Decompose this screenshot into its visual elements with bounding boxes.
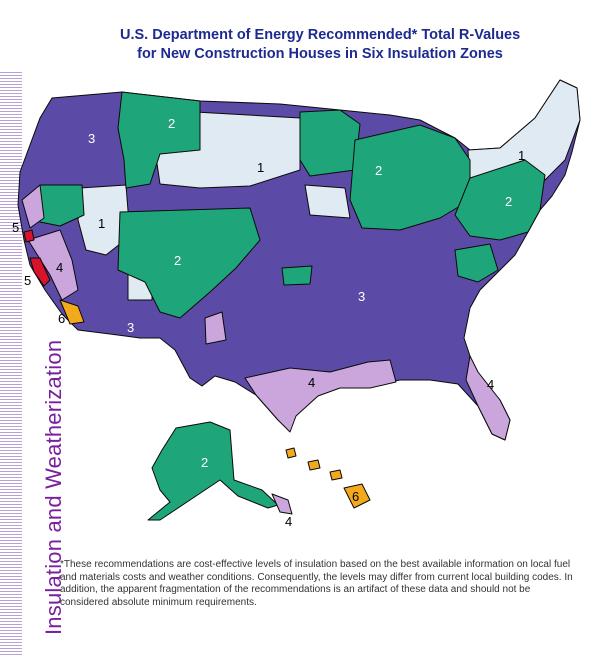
- zone-label: 2: [201, 455, 208, 470]
- hawaii: [285, 447, 371, 509]
- map-title-line-1: U.S. Department of Energy Recommended* T…: [120, 27, 521, 43]
- zone-6-san-diego-coast: [59, 299, 85, 325]
- zone-4-california-central: [27, 229, 79, 301]
- zone-4-arizona-patch: [204, 311, 227, 345]
- zone-label: 5: [12, 220, 19, 235]
- hawaii-oahu: [307, 459, 321, 471]
- zone-2-great-lakes: [349, 124, 471, 231]
- zone-4-gulf-coast: [244, 359, 397, 433]
- map-title-line-2: for New Construction Houses in Six Insul…: [137, 46, 503, 62]
- zone-1-nebraska-patch: [304, 184, 351, 219]
- zone-label: 1: [98, 216, 105, 231]
- zone-2-montana-idaho: [117, 91, 201, 189]
- zone-label: 5: [24, 273, 31, 288]
- zone-label: 2: [375, 163, 382, 178]
- zone-5-california-coast: [29, 257, 51, 287]
- zone-4-florida: [465, 355, 511, 441]
- zone-label: 4: [308, 375, 315, 390]
- zone-label: 2: [168, 116, 175, 131]
- zone-label: 2: [505, 194, 512, 209]
- zone-label: 4: [285, 514, 292, 529]
- zone-label: 1: [518, 148, 525, 163]
- zone-5-california-north-coast: [23, 229, 35, 243]
- decorative-stripe-band: [0, 72, 22, 657]
- map-title: U.S. Department of Energy Recommended* T…: [120, 26, 520, 64]
- zone-label: 3: [127, 320, 134, 335]
- hawaii-kauai: [285, 447, 297, 459]
- zone-label: 3: [88, 131, 95, 146]
- zone-label: 3: [358, 289, 365, 304]
- zone-label: 6: [58, 311, 65, 326]
- hawaii-big-island: [343, 483, 371, 509]
- mainland-us: [17, 79, 581, 441]
- zone-label: 6: [352, 489, 359, 504]
- zone-2-appalachian: [454, 243, 499, 283]
- zone-4-california-north: [21, 184, 45, 229]
- alaska-zone-2: [147, 421, 279, 521]
- zone-2-colorado-nm: [117, 207, 261, 319]
- zone-number-labels: 3 2 1 1 2 1 2 2 3 5 4 5 6 3 4 4 2 6 4: [12, 116, 525, 529]
- alaska-zone-4-panhandle: [271, 493, 293, 515]
- alaska: [147, 421, 293, 521]
- zone-2-mid-atlantic: [454, 159, 546, 241]
- hawaii-maui: [329, 469, 343, 481]
- zone-2-east-kansas-patch: [281, 265, 313, 286]
- zone-label: 2: [174, 253, 181, 268]
- zone-label: 1: [257, 160, 264, 175]
- zone-label: 4: [56, 260, 63, 275]
- footnote: *These recommendations are cost-effectiv…: [60, 559, 573, 608]
- zone-label: 4: [487, 377, 494, 392]
- zone-2-minnesota: [299, 109, 361, 177]
